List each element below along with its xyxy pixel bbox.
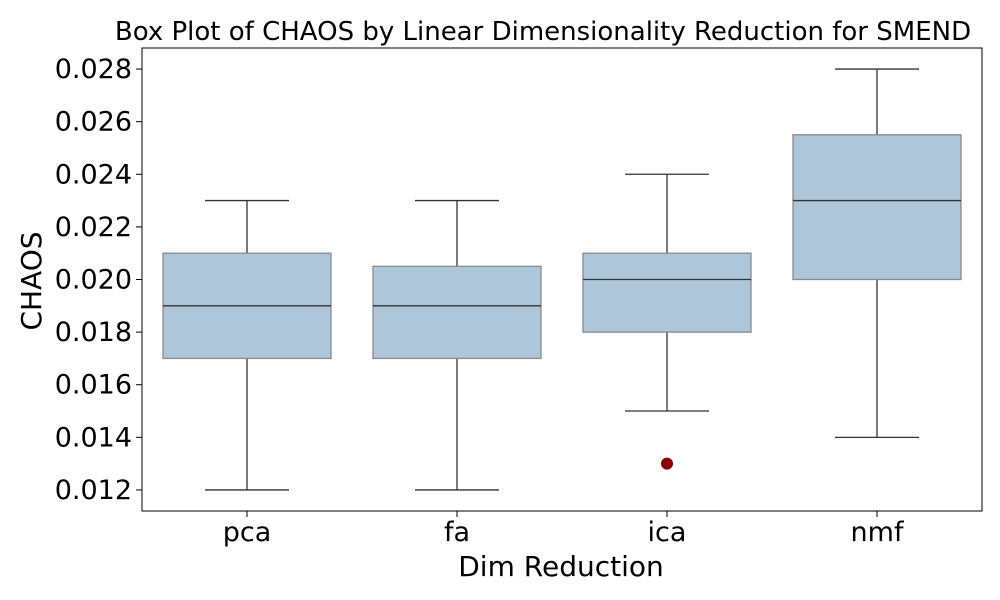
chart-title: Box Plot of CHAOS by Linear Dimensionali… (115, 17, 971, 47)
box-ica (582, 252, 752, 333)
plot-frame (141, 47, 983, 512)
y-tick-label-7: 0.026 (55, 107, 132, 138)
y-tick-label-1: 0.014 (55, 422, 132, 453)
y-tick-label-3: 0.018 (55, 317, 132, 348)
box-nmf (792, 134, 962, 281)
y-tick-label-5: 0.022 (55, 212, 132, 243)
y-tick-label-4: 0.020 (55, 265, 132, 296)
x-tick-label-pca: pca (223, 517, 272, 548)
y-tick-label-8: 0.028 (55, 54, 132, 85)
x-tick-label-fa: fa (444, 517, 470, 548)
x-tick-label-ica: ica (648, 517, 687, 548)
x-axis-label: Dim Reduction (458, 550, 664, 583)
y-tick-label-2: 0.016 (55, 370, 132, 401)
plot-area: pca fa ica nmf 0.012 0.014 0.016 0.018 0.020 0.02… (55, 47, 983, 548)
y-tick-label-0: 0.012 (55, 475, 132, 506)
box-fa (372, 265, 542, 360)
y-tick-label-6: 0.024 (55, 159, 132, 190)
x-tick-label-nmf: nmf (851, 517, 905, 548)
y-axis-label: CHAOS (15, 231, 48, 330)
outlier-ica-0 (661, 457, 673, 470)
